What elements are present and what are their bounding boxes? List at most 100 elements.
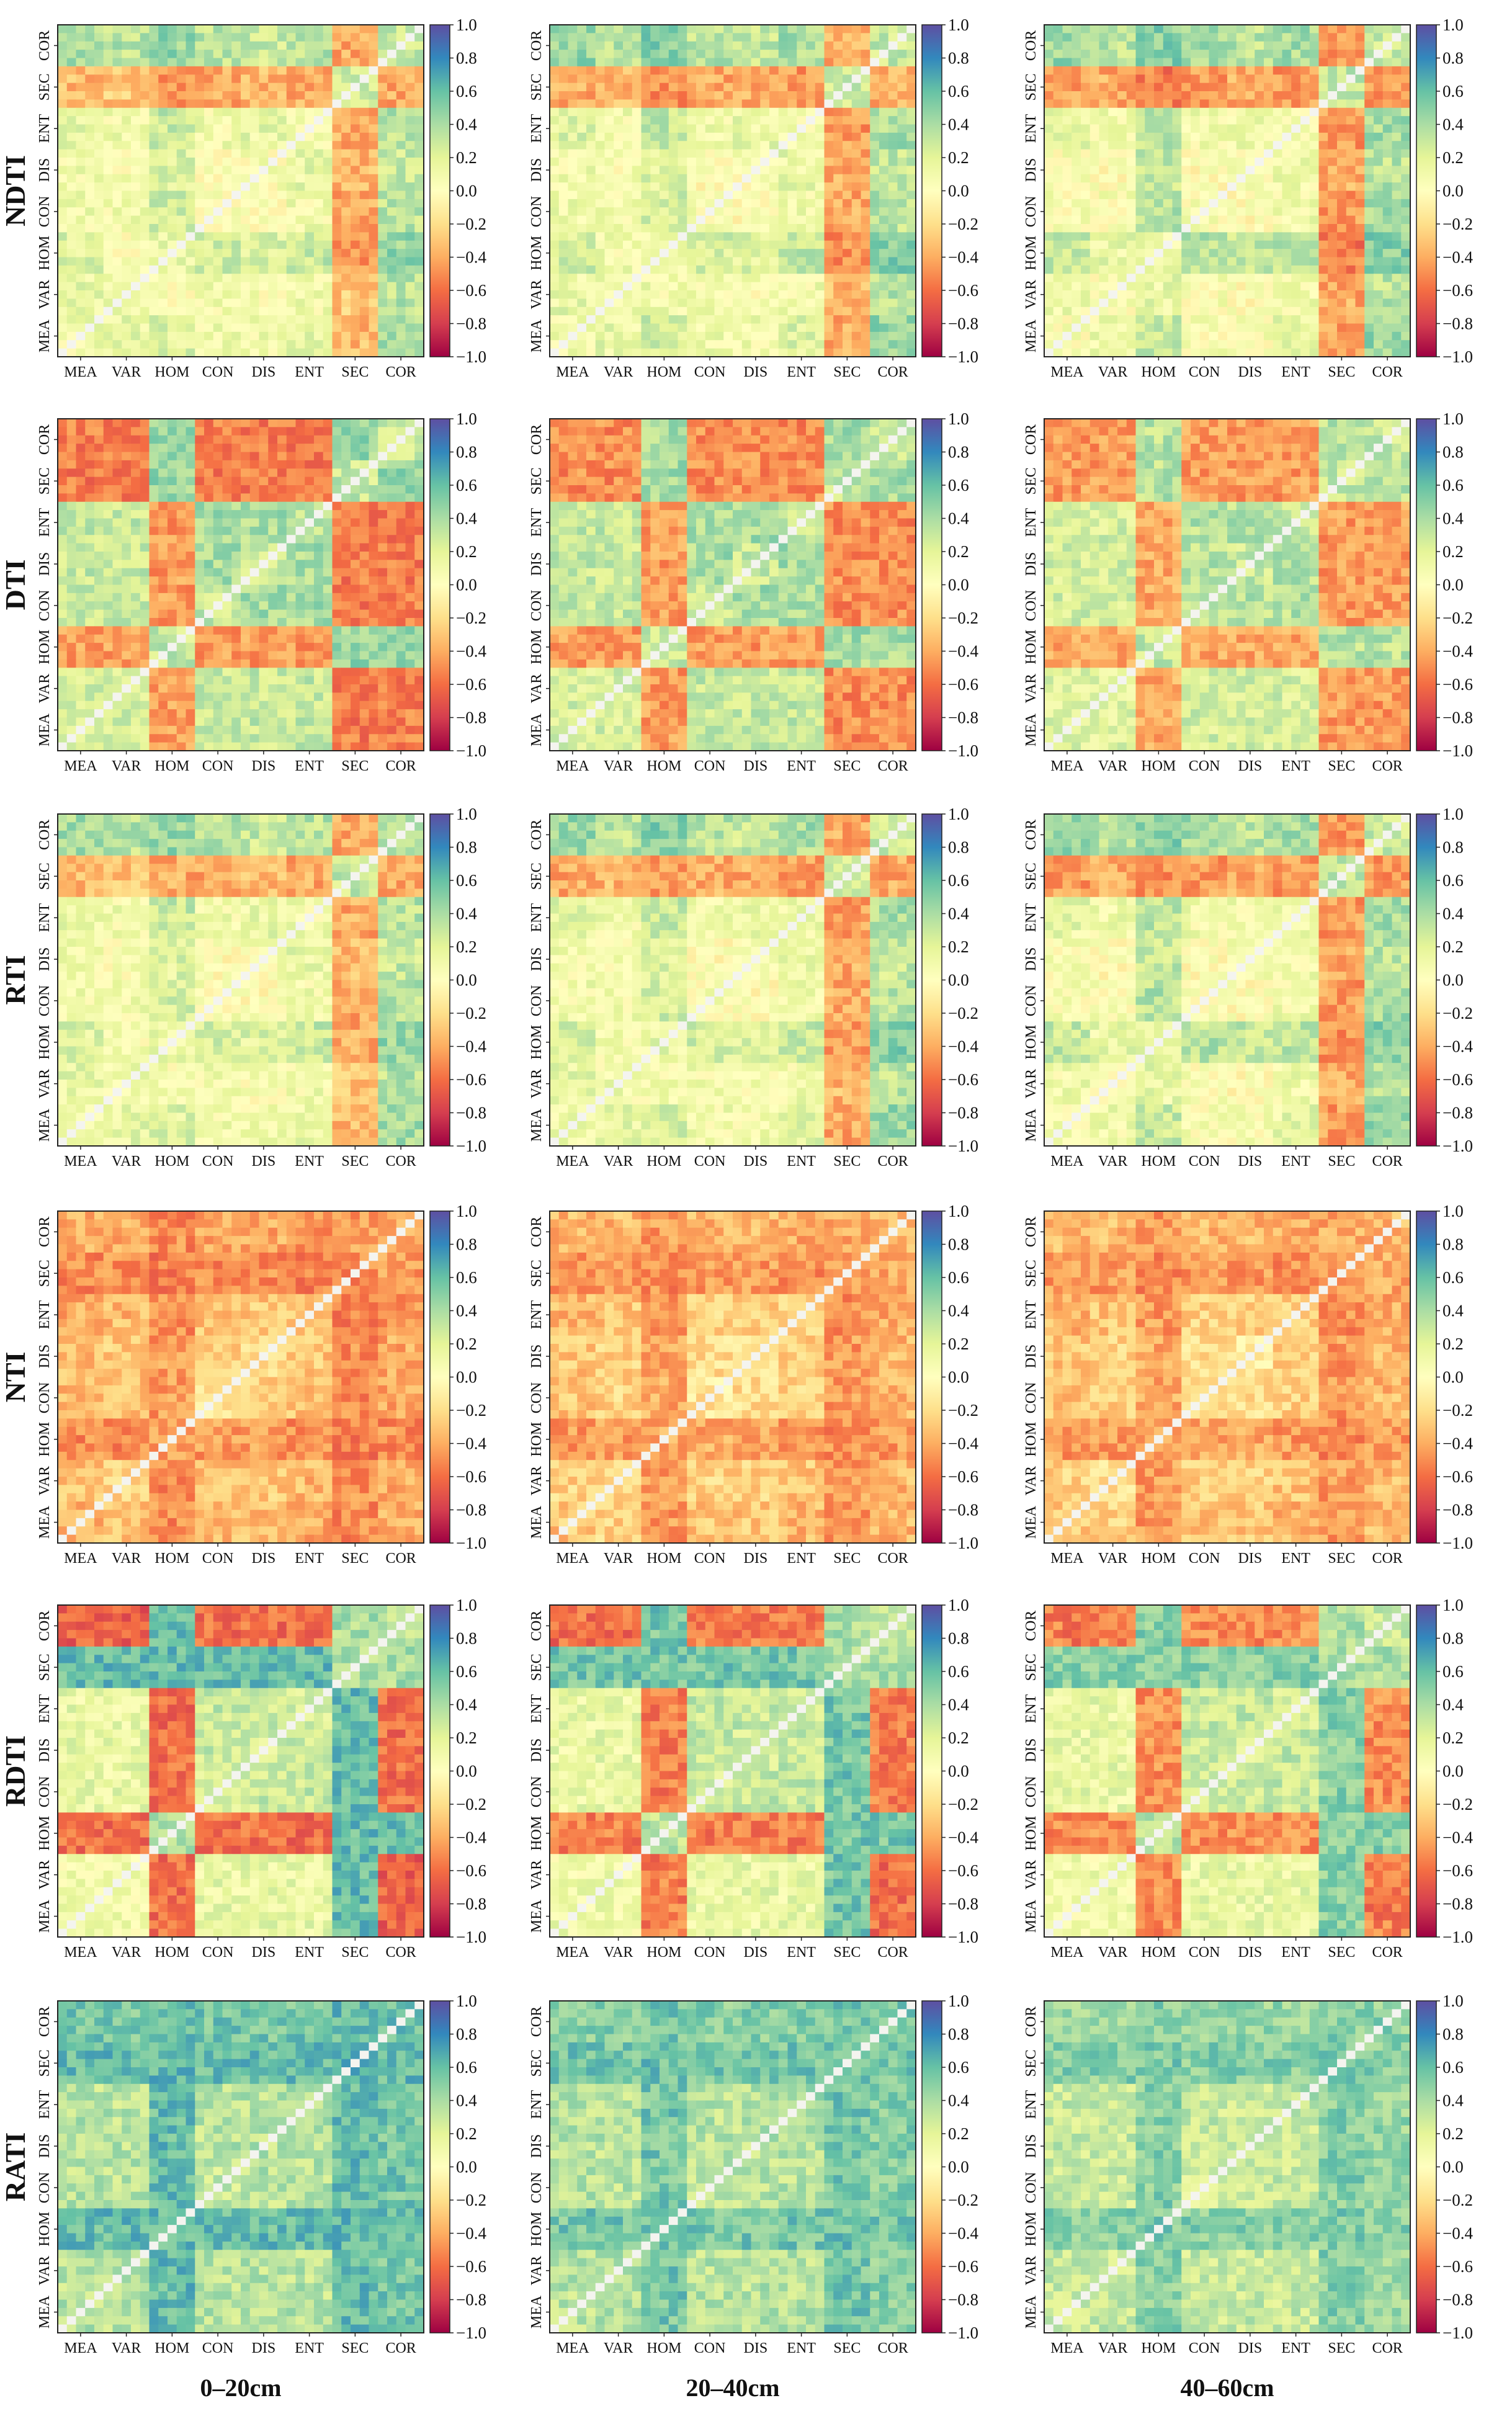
heatmap-cell bbox=[815, 50, 825, 59]
heatmap-cell bbox=[861, 174, 870, 183]
heatmap-cell bbox=[323, 190, 333, 200]
heatmap-cell bbox=[843, 33, 852, 42]
heatmap-cell bbox=[568, 141, 578, 150]
heatmap-cell bbox=[1044, 141, 1054, 150]
heatmap-cell bbox=[577, 174, 587, 183]
heatmap-cell bbox=[604, 74, 614, 84]
heatmap-cell bbox=[1126, 306, 1137, 316]
heatmap-cell bbox=[1364, 224, 1374, 233]
heatmap-cell bbox=[332, 190, 342, 200]
heatmap-cell bbox=[723, 33, 733, 42]
heatmap-cell bbox=[705, 282, 715, 291]
heatmap-cell bbox=[341, 91, 351, 100]
heatmap-cell bbox=[122, 149, 132, 158]
heatmap-cell bbox=[1364, 331, 1374, 341]
heatmap-cell bbox=[568, 182, 578, 192]
heatmap-cell bbox=[332, 249, 342, 258]
heatmap-cell bbox=[815, 66, 825, 75]
heatmap-cell bbox=[558, 174, 569, 183]
heatmap-cell bbox=[241, 265, 251, 274]
heatmap-cell bbox=[277, 257, 287, 266]
heatmap-cell bbox=[332, 141, 342, 150]
heatmap-cell bbox=[1291, 33, 1301, 42]
heatmap-cell bbox=[195, 282, 205, 291]
heatmap-cell bbox=[751, 232, 761, 241]
heatmap-cell bbox=[897, 91, 907, 100]
heatmap-cell bbox=[176, 323, 187, 333]
heatmap-cell bbox=[595, 298, 606, 308]
heatmap-cell bbox=[632, 331, 642, 341]
heatmap-cell bbox=[323, 158, 333, 166]
heatmap-cell bbox=[131, 74, 141, 84]
heatmap-cell bbox=[268, 91, 278, 100]
heatmap-cell bbox=[778, 50, 789, 59]
heatmap-cell bbox=[1255, 33, 1264, 42]
heatmap-cell bbox=[568, 240, 578, 249]
heatmap-cell bbox=[1181, 282, 1191, 291]
heatmap-cell bbox=[131, 58, 141, 67]
heatmap-cell bbox=[815, 315, 825, 324]
heatmap-cell bbox=[94, 224, 104, 233]
heatmap-cell bbox=[1199, 240, 1210, 249]
heatmap-cell bbox=[259, 116, 269, 125]
heatmap-cell bbox=[632, 149, 642, 158]
heatmap-cell bbox=[222, 265, 232, 274]
heatmap-cell bbox=[906, 66, 916, 75]
heatmap-cell bbox=[1117, 340, 1127, 349]
heatmap-cell bbox=[286, 419, 297, 427]
heatmap-cell bbox=[787, 182, 797, 192]
heatmap-cell bbox=[668, 290, 679, 299]
heatmap-cell bbox=[1044, 107, 1054, 117]
heatmap-cell bbox=[351, 66, 360, 75]
heatmap-cell bbox=[888, 340, 898, 349]
heatmap-cell bbox=[1346, 158, 1356, 166]
y-tick-label: VAR bbox=[1023, 280, 1039, 310]
heatmap-cell bbox=[204, 66, 214, 75]
heatmap-cell bbox=[66, 50, 77, 59]
heatmap-cell bbox=[714, 107, 724, 117]
heatmap-cell bbox=[213, 249, 223, 258]
heatmap-cell bbox=[1181, 99, 1191, 109]
heatmap-cell bbox=[1318, 83, 1328, 92]
heatmap-cell bbox=[249, 66, 260, 75]
heatmap-cell bbox=[369, 50, 378, 59]
heatmap-cell bbox=[787, 207, 797, 217]
heatmap-cell bbox=[332, 174, 342, 183]
heatmap-cell bbox=[797, 215, 807, 225]
heatmap-cell bbox=[604, 348, 614, 357]
heatmap-cell bbox=[1163, 207, 1173, 217]
heatmap-cell bbox=[1163, 199, 1173, 208]
heatmap-cell bbox=[787, 25, 797, 34]
heatmap-cell bbox=[396, 50, 406, 59]
heatmap-cell bbox=[268, 257, 278, 266]
heatmap-cell bbox=[66, 323, 77, 333]
heatmap-cell bbox=[277, 158, 287, 166]
heatmap-cell bbox=[341, 182, 351, 192]
heatmap-cell bbox=[1062, 116, 1072, 125]
heatmap-cell bbox=[678, 224, 687, 233]
heatmap-cell bbox=[1071, 166, 1081, 175]
heatmap-cell bbox=[1218, 340, 1228, 349]
heatmap-cell bbox=[131, 207, 141, 217]
heatmap-cell bbox=[1044, 199, 1054, 208]
heatmap-cell bbox=[222, 25, 232, 34]
heatmap-cell bbox=[103, 190, 114, 200]
heatmap-cell bbox=[277, 74, 287, 84]
heatmap-cell bbox=[1264, 298, 1274, 308]
heatmap-cell bbox=[632, 124, 642, 133]
heatmap-cell bbox=[705, 323, 715, 333]
row-label-ndti: NDTI bbox=[0, 155, 31, 226]
y-tick-label: ENT bbox=[37, 114, 53, 143]
heatmap-cell bbox=[1309, 107, 1320, 117]
heatmap-cell bbox=[314, 323, 324, 333]
heatmap-cell bbox=[641, 149, 651, 158]
heatmap-cell bbox=[568, 58, 578, 67]
heatmap-cell bbox=[558, 306, 569, 316]
heatmap-cell bbox=[595, 249, 606, 258]
heatmap-cell bbox=[806, 33, 816, 42]
heatmap-cell bbox=[723, 282, 733, 291]
heatmap-cell bbox=[195, 107, 205, 117]
heatmap-cell bbox=[1163, 190, 1173, 200]
heatmap-cell bbox=[1328, 158, 1338, 166]
heatmap-cell bbox=[1181, 232, 1191, 241]
